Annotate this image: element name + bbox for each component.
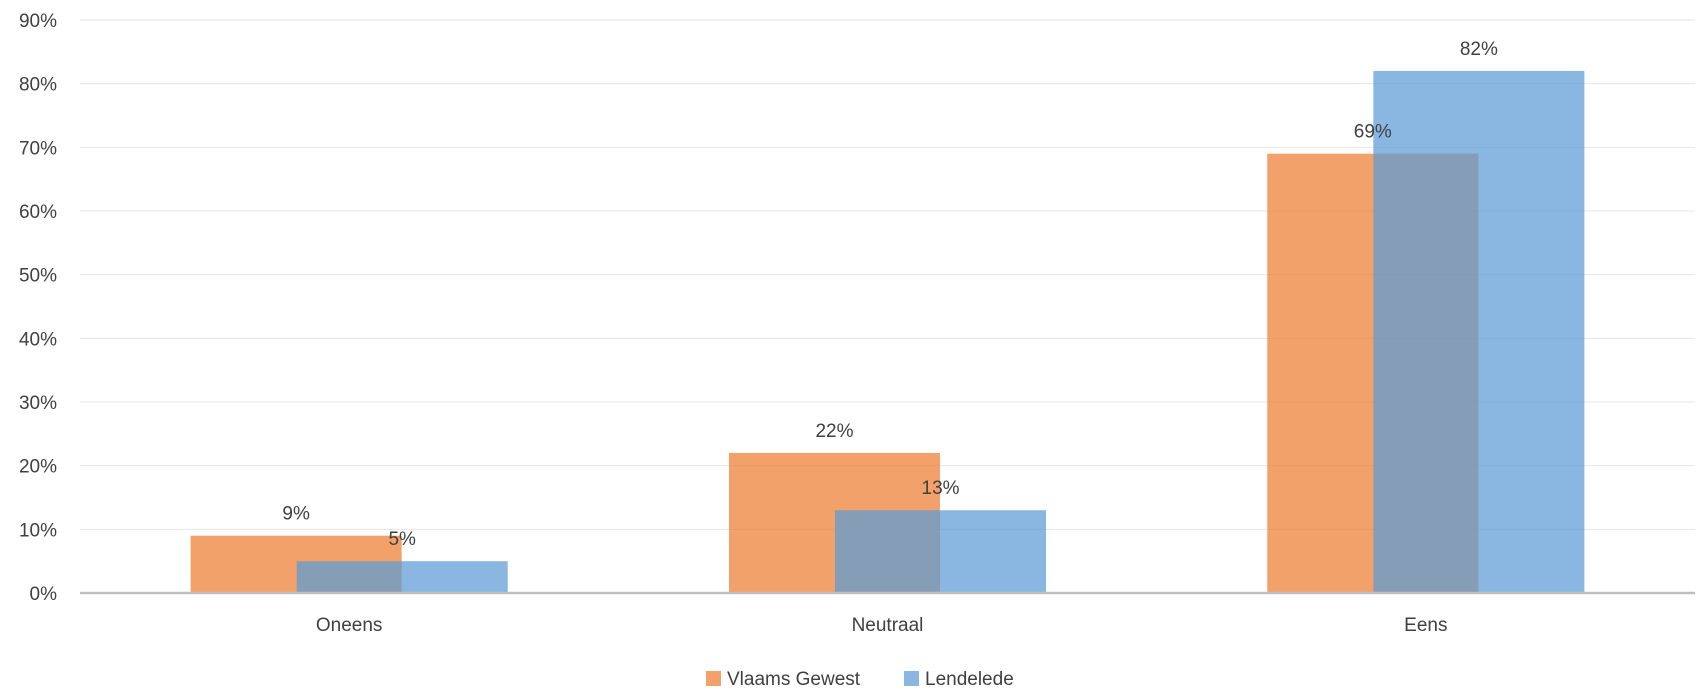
y-tick-label: 60% — [19, 202, 57, 223]
bars — [190, 70, 1585, 593]
y-axis-tick-labels: 0% 10% 20% 30% 40% 50% 60% 70% 80% 90% — [19, 11, 57, 605]
legend-swatch — [706, 671, 721, 686]
y-tick-label: 0% — [30, 584, 58, 605]
y-tick-label: 30% — [19, 393, 57, 414]
legend-swatch — [904, 671, 919, 686]
data-label: 69% — [1354, 122, 1392, 143]
bar-lendelede-neutraal — [835, 510, 1047, 593]
x-axis-category-labels: Oneens Neutraal Eens — [316, 615, 1448, 636]
y-tick-label: 20% — [19, 457, 57, 478]
x-category-label: Neutraal — [852, 615, 924, 636]
legend-label: Vlaams Gewest — [727, 669, 861, 688]
data-labels: 9% 5% 22% 13% 69% 82% — [282, 39, 1498, 550]
x-category-label: Eens — [1404, 615, 1447, 636]
y-tick-label: 50% — [19, 266, 57, 287]
y-tick-label: 40% — [19, 329, 57, 350]
y-tick-label: 80% — [19, 75, 57, 96]
legend-label: Lendelede — [925, 669, 1014, 688]
y-tick-label: 10% — [19, 520, 57, 541]
bar-lendelede-oneens — [296, 561, 508, 593]
x-category-label: Oneens — [316, 615, 383, 636]
data-label: 82% — [1460, 39, 1498, 60]
gridlines — [80, 19, 1695, 530]
data-label: 22% — [815, 421, 853, 442]
y-tick-label: 90% — [19, 11, 57, 32]
data-label: 13% — [922, 478, 960, 499]
legend: Vlaams Gewest Lendelede — [706, 669, 1014, 688]
data-label: 5% — [388, 529, 416, 550]
y-tick-label: 70% — [19, 138, 57, 159]
bar-lendelede-eens — [1373, 70, 1585, 593]
data-label: 9% — [282, 504, 310, 525]
